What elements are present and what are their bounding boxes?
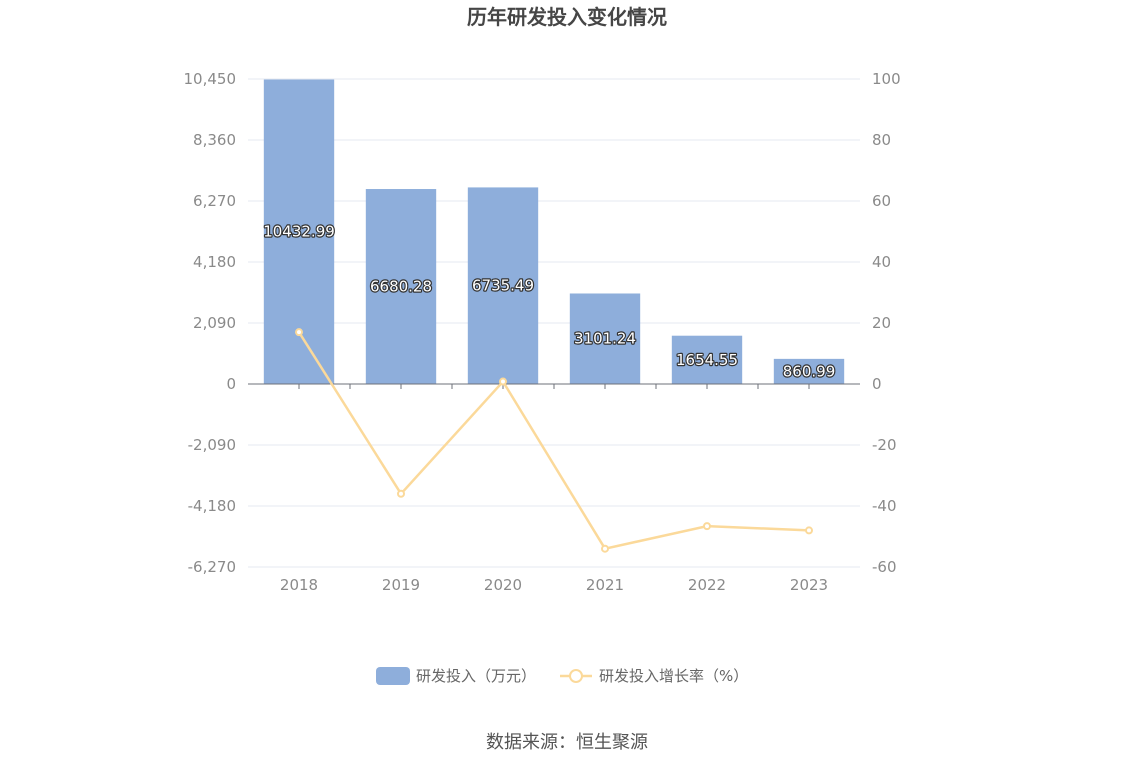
x-tick-label: 2019 xyxy=(382,576,420,594)
bar-data-labels: 10432.99 6680.28 6735.49 3101.24 1654.55 860.… xyxy=(262,222,836,382)
growth-rate-point xyxy=(703,522,711,531)
grid-lines xyxy=(248,78,860,568)
right-tick-label: 20 xyxy=(872,314,891,332)
bar-data-label: 10432.99 xyxy=(263,223,335,241)
legend-item-rd-investment[interactable]: 研发投入（万元） xyxy=(376,667,536,685)
right-tick-label: -20 xyxy=(872,436,897,454)
bar-data-label: 1654.55 xyxy=(676,351,738,369)
right-y-axis: 100 80 60 40 20 0 -20 -40 -60 xyxy=(872,70,901,576)
growth-rate-point xyxy=(295,328,303,337)
chart-title: 历年研发投入变化情况 xyxy=(467,5,667,29)
x-tick-label: 2018 xyxy=(280,576,318,594)
legend-bar-swatch xyxy=(376,667,410,685)
left-y-axis: 10,450 8,360 6,270 4,180 2,090 0 -2,090 -4,180 -… xyxy=(184,70,237,576)
right-tick-label: -40 xyxy=(872,497,897,515)
right-tick-label: 60 xyxy=(872,192,891,210)
legend[interactable]: 研发投入（万元） 研发投入增长率（%） xyxy=(376,667,748,685)
x-tick-label: 2020 xyxy=(484,576,522,594)
left-tick-label: 4,180 xyxy=(193,253,236,271)
growth-rate-point xyxy=(397,489,405,498)
left-tick-label: -2,090 xyxy=(188,436,236,454)
left-tick-label: -4,180 xyxy=(188,497,236,515)
left-tick-label: 2,090 xyxy=(193,314,236,332)
right-tick-label: 0 xyxy=(872,375,882,393)
growth-rate-point xyxy=(805,526,813,535)
bar xyxy=(467,187,539,384)
right-tick-label: 80 xyxy=(872,131,891,149)
bar xyxy=(671,335,743,384)
legend-label: 研发投入增长率（%） xyxy=(599,667,748,685)
x-tick-label: 2022 xyxy=(688,576,726,594)
left-tick-label: 10,450 xyxy=(184,70,237,88)
growth-rate-point xyxy=(499,377,507,386)
bar-data-label: 3101.24 xyxy=(574,330,636,348)
left-tick-label: 6,270 xyxy=(193,192,236,210)
bar-data-label: 6680.28 xyxy=(370,278,432,296)
x-tick-label: 2023 xyxy=(790,576,828,594)
bar xyxy=(773,358,845,384)
x-axis: 2018 2019 2020 2021 2022 2023 xyxy=(248,383,860,594)
legend-label: 研发投入（万元） xyxy=(416,667,536,685)
legend-line-marker xyxy=(569,669,583,683)
right-tick-label: -60 xyxy=(872,558,897,576)
right-tick-label: 100 xyxy=(872,70,901,88)
source-note: 数据来源：恒生聚源 xyxy=(486,732,648,753)
bar-data-label: 6735.49 xyxy=(472,277,534,295)
left-tick-label: 0 xyxy=(226,375,236,393)
line-series xyxy=(295,328,813,553)
x-tick-label: 2021 xyxy=(586,576,624,594)
bar xyxy=(365,189,437,384)
bar xyxy=(569,293,641,384)
growth-rate-line xyxy=(297,331,810,551)
right-tick-label: 40 xyxy=(872,253,891,271)
growth-rate-point xyxy=(601,544,609,553)
bar-series xyxy=(263,79,845,385)
legend-item-growth-rate[interactable]: 研发投入增长率（%） xyxy=(560,667,748,685)
bar-data-label: 860.99 xyxy=(783,362,836,380)
left-tick-label: -6,270 xyxy=(188,558,236,576)
left-tick-label: 8,360 xyxy=(193,131,236,149)
